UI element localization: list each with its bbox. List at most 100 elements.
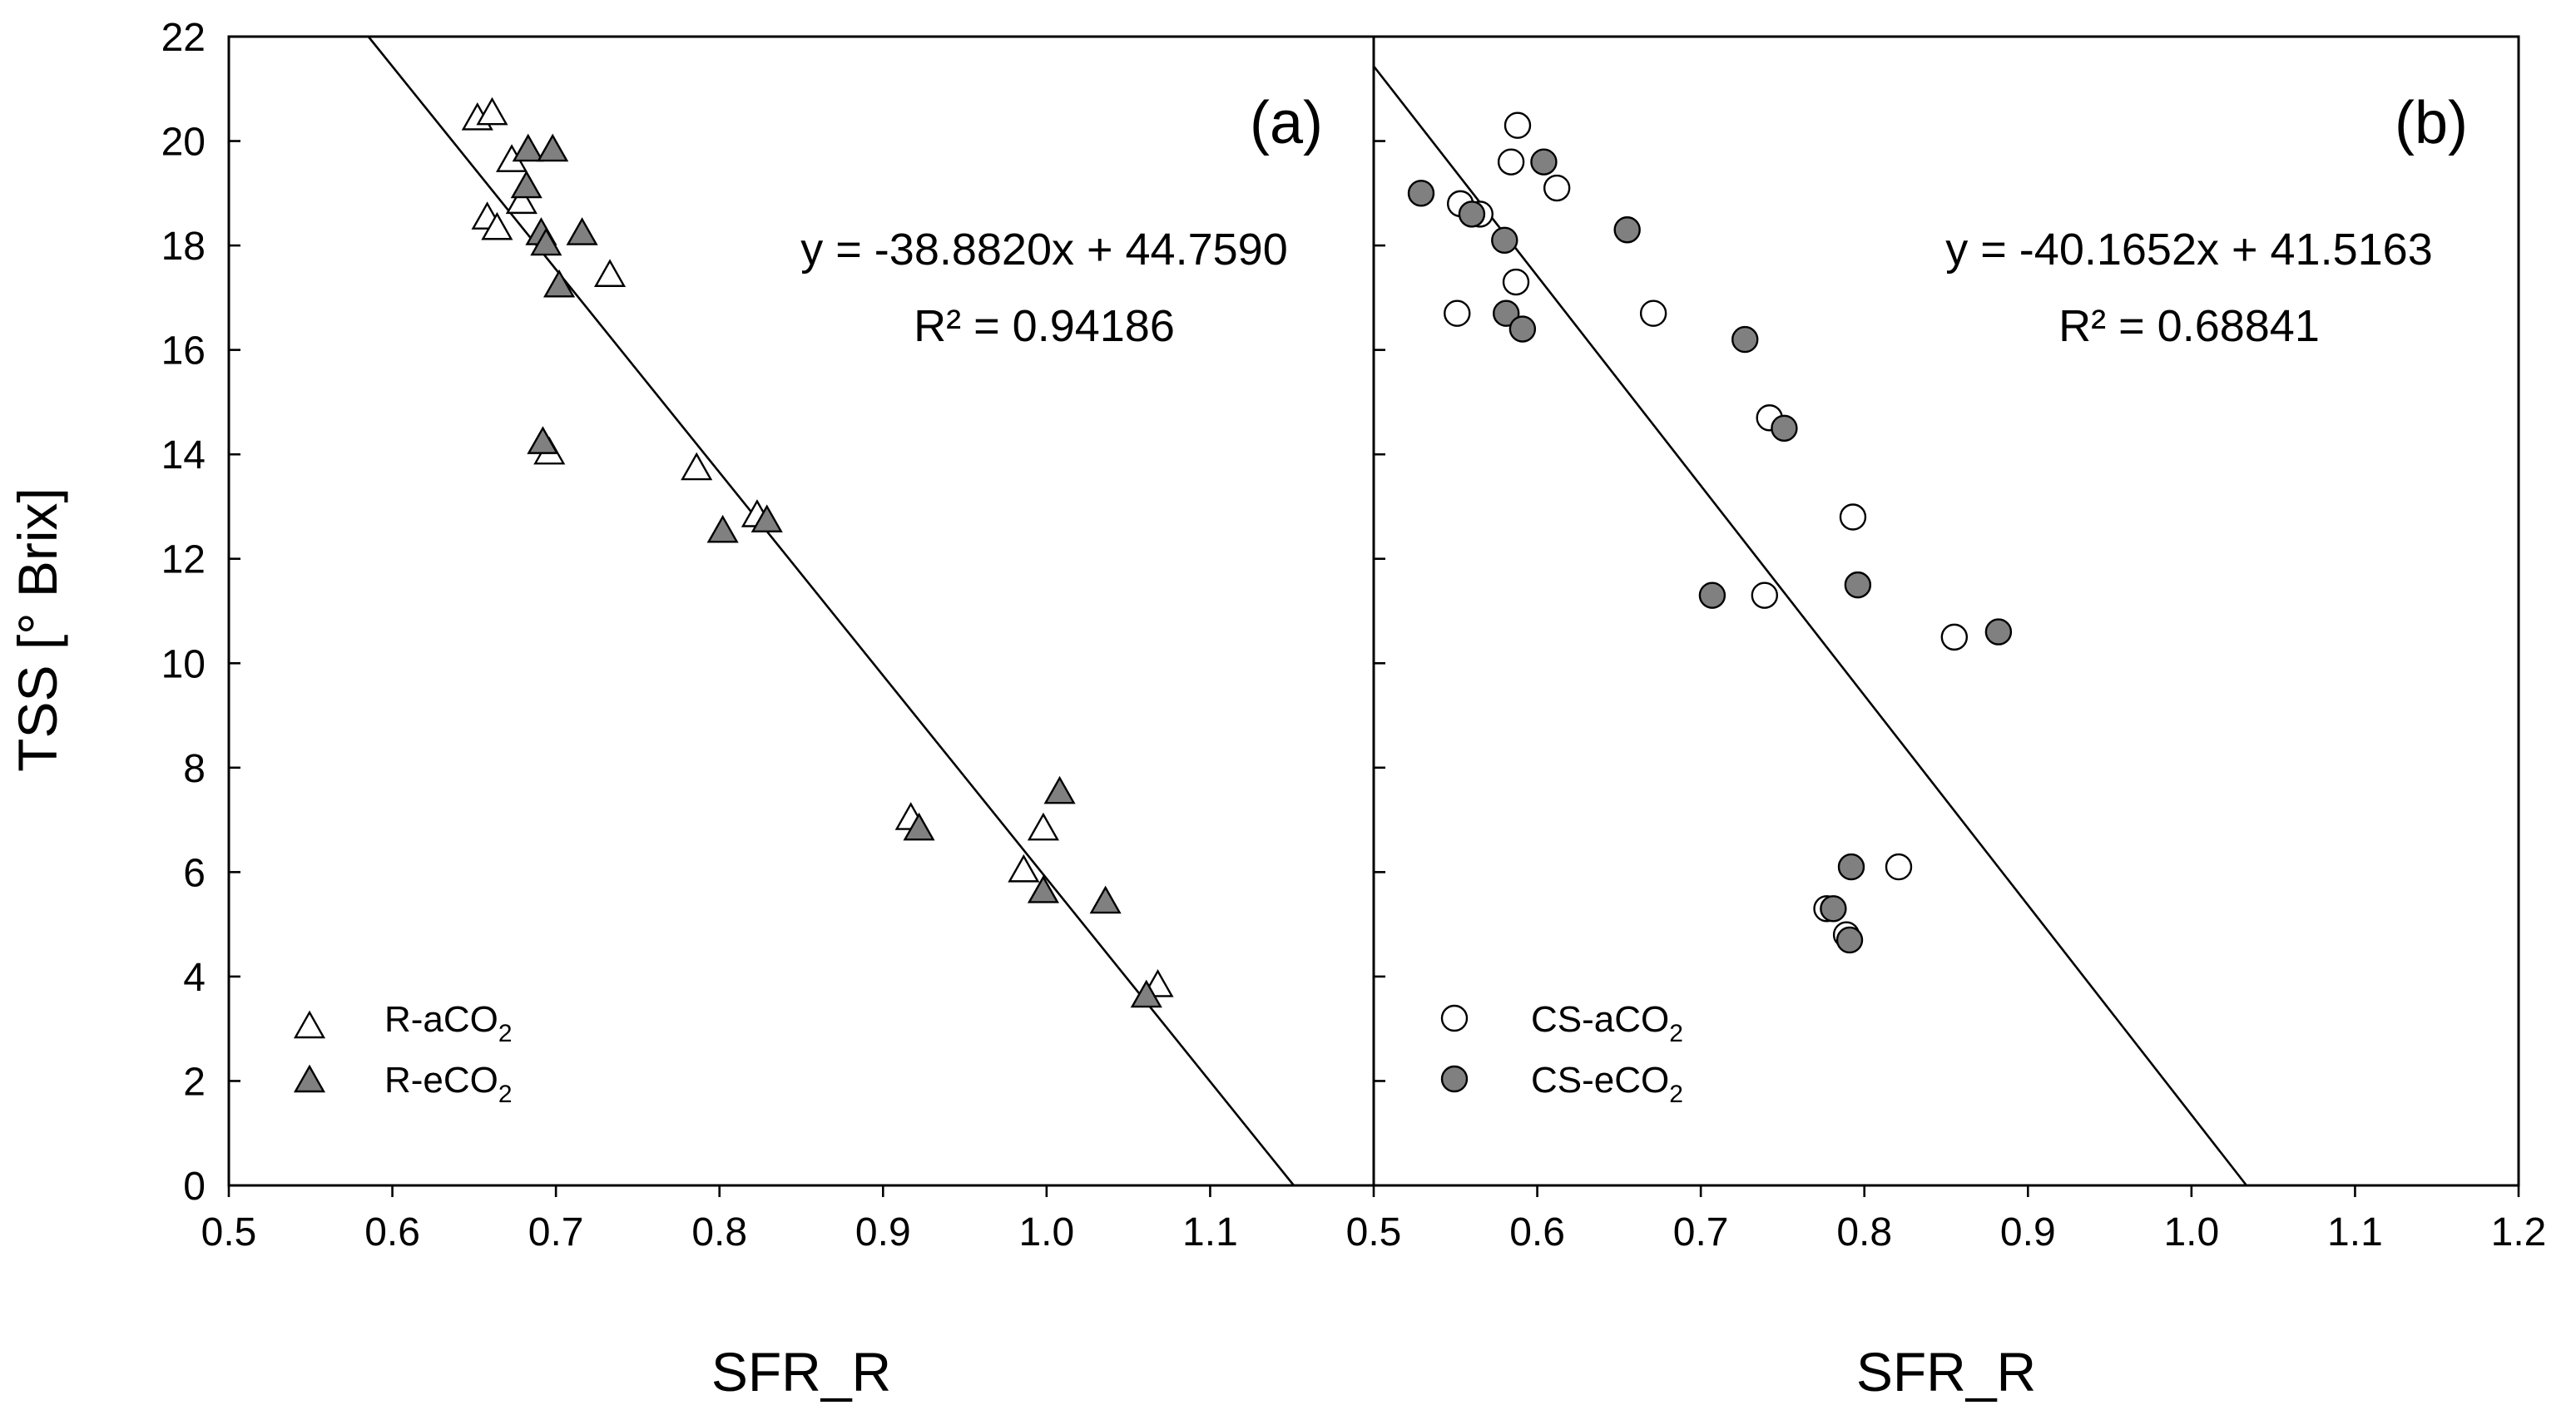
panel-a-y-tick-label: 20 [161, 121, 206, 165]
point-cs-eco2 [1491, 226, 1518, 255]
point-cs-aco2 [1543, 174, 1571, 202]
point-cs-eco2 [1771, 414, 1798, 442]
point-cs-eco2 [1731, 325, 1759, 354]
panel-b: 0.5 0.6 0.7 0.8 0.9 1.0 1.1 1.2 (b) y = -40.165… [1346, 35, 2547, 1403]
panel-b-label: (b) [2395, 90, 2468, 156]
point-r-eco2 [527, 426, 559, 454]
point-cs-eco2 [1698, 581, 1726, 609]
legend-marker-cs-aco2 [1440, 1004, 1469, 1032]
point-r-aco2 [593, 259, 627, 287]
point-r-eco2 [1043, 775, 1076, 804]
legend-marker-cs-eco2 [1440, 1065, 1469, 1093]
point-cs-aco2 [1503, 111, 1532, 139]
panel-b-r-squared: R² = 0.68841 [2058, 301, 2320, 351]
panel-a-y-tick-label: 10 [161, 642, 206, 686]
legend-label-r-eco2-main: R-eCO [384, 1060, 498, 1101]
panel-b-ticks: 0.5 0.6 0.7 0.8 0.9 1.0 1.1 1.2 [1346, 35, 2547, 1254]
point-r-eco2 [706, 514, 739, 543]
panel-a: 0.5 0.6 0.7 0.8 0.9 1.0 1.10246810121416182022… [161, 16, 1375, 1403]
legend-label-cs-aco2-sub: 2 [1669, 1020, 1683, 1047]
point-cs-aco2 [1751, 581, 1779, 609]
point-cs-eco2 [1407, 180, 1435, 207]
legend-label-r-eco2-sub: 2 [498, 1081, 513, 1108]
point-cs-aco2 [1444, 299, 1471, 327]
panel-b-x-tick-label: 0.7 [1673, 1210, 1729, 1254]
panel-a-x-tick-label: 0.6 [364, 1210, 420, 1254]
panel-a-x-tick-label: 1.0 [1018, 1210, 1074, 1254]
point-cs-eco2 [1530, 148, 1558, 176]
panel-a-y-tick-label: 22 [161, 16, 206, 60]
panel-b-points [1407, 111, 2013, 954]
point-r-aco2 [681, 452, 713, 481]
legend-label-r-aco2-sub: 2 [498, 1020, 513, 1047]
panel-a-x-tick-label: 0.9 [855, 1210, 911, 1254]
panel-a-equation: y = -38.8820x + 44.7590 [800, 225, 1287, 275]
point-r-aco2 [1027, 812, 1059, 841]
legend-label-cs-aco2: CS-aCO2 [1531, 999, 1683, 1047]
panel-a-y-tick-label: 6 [183, 851, 206, 895]
point-r-eco2 [1089, 885, 1122, 914]
legend-marker-r-aco2 [293, 1010, 326, 1039]
point-r-eco2 [512, 133, 544, 162]
panel-a-y-tick-label: 18 [161, 225, 206, 269]
panel-b-equation: y = -40.1652x + 41.5163 [1945, 225, 2432, 275]
legend-label-cs-aco2-main: CS-aCO [1531, 999, 1669, 1040]
panel-a-y-tick-label: 16 [161, 329, 206, 374]
panel-b-frame [1372, 35, 2520, 1187]
panel-b-x-tick-label: 1.1 [2327, 1210, 2383, 1254]
point-cs-eco2 [1835, 926, 1864, 954]
panel-b-regression-line [1372, 65, 2248, 1186]
point-cs-eco2 [1613, 216, 1641, 244]
point-r-eco2 [751, 504, 783, 532]
point-r-aco2 [505, 186, 537, 215]
point-r-eco2 [1130, 979, 1162, 1008]
panel-a-y-tick-label: 14 [161, 433, 206, 477]
legend-label-r-aco2-main: R-aCO [384, 999, 498, 1040]
point-cs-eco2 [1837, 853, 1865, 881]
panel-b-x-tick-label: 1.2 [2491, 1210, 2547, 1254]
y-axis-title: TSS [° Brix] [7, 487, 68, 772]
panel-a-points [461, 96, 1174, 1008]
point-r-eco2 [510, 170, 542, 199]
point-cs-eco2 [1820, 895, 1847, 923]
panel-a-y-tick-label: 0 [183, 1165, 206, 1209]
panel-a-x-tick-label: 0.5 [201, 1210, 257, 1254]
panel-a-r-squared: R² = 0.94186 [914, 301, 1175, 351]
point-cs-eco2 [1458, 200, 1486, 228]
point-cs-aco2 [1502, 268, 1530, 296]
point-cs-eco2 [1844, 571, 1872, 599]
panel-a-x-tick-label: 0.7 [528, 1210, 584, 1254]
legend-label-cs-eco2-sub: 2 [1669, 1081, 1683, 1108]
panel-b-x-tick-label: 0.8 [1836, 1210, 1892, 1254]
panel-a-y-tick-label: 12 [161, 538, 206, 582]
panel-b-x-axis-title: SFR_R [1856, 1341, 2036, 1403]
point-r-eco2 [537, 133, 569, 162]
point-cs-eco2 [1984, 618, 2013, 646]
legend-label-r-aco2: R-aCO2 [384, 999, 513, 1047]
point-cs-aco2 [1885, 853, 1913, 881]
panel-b-x-tick-label: 1.0 [2163, 1210, 2219, 1254]
panel-a-x-tick-label: 0.8 [691, 1210, 747, 1254]
panel-a-y-tick-label: 4 [183, 956, 206, 1000]
panel-b-x-tick-label: 0.9 [2000, 1210, 2056, 1254]
panel-a-x-axis-title: SFR_R [711, 1341, 891, 1403]
point-r-eco2 [1027, 875, 1059, 903]
point-cs-aco2 [1639, 299, 1667, 327]
panel-a-label: (a) [1250, 90, 1323, 156]
point-cs-aco2 [1497, 148, 1525, 176]
legend-label-r-eco2: R-eCO2 [384, 1060, 513, 1108]
panel-a-legend: R-aCO2 R-eCO2 [293, 999, 513, 1108]
panel-b-x-tick-label: 0.6 [1509, 1210, 1565, 1254]
panel-a-x-tick-label: 1.1 [1182, 1210, 1238, 1254]
point-r-eco2 [530, 227, 562, 256]
point-r-aco2 [1008, 854, 1040, 883]
point-r-eco2 [903, 812, 935, 841]
point-r-aco2 [481, 211, 513, 240]
panel-b-x-tick-label: 0.5 [1346, 1210, 1402, 1254]
panel-a-y-tick-label: 2 [183, 1060, 206, 1104]
legend-label-cs-eco2: CS-eCO2 [1531, 1060, 1683, 1108]
point-r-aco2 [476, 96, 508, 126]
